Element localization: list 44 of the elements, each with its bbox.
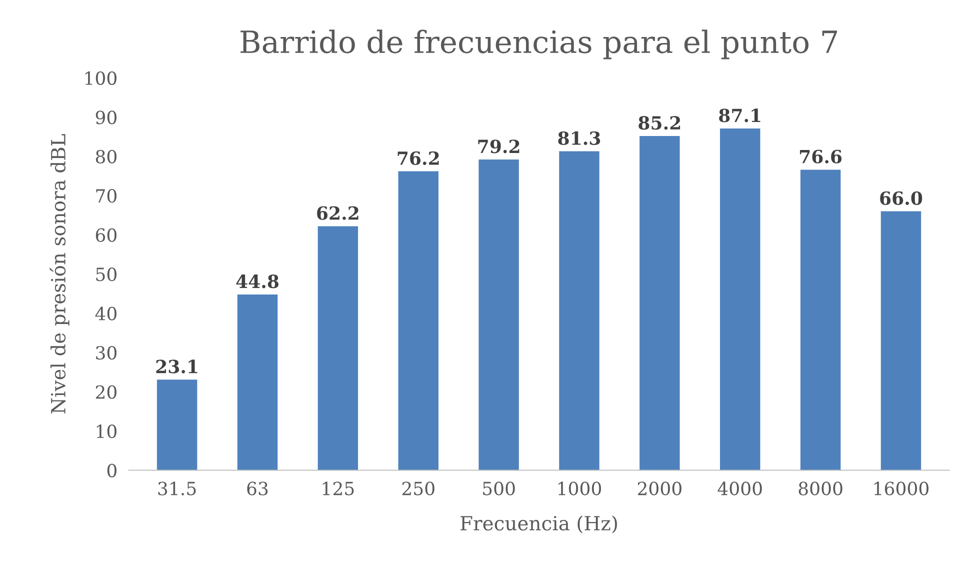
y-tick-label: 40 — [95, 306, 116, 320]
data-label: 23.1 — [156, 360, 198, 374]
chart-title: Barrido de frecuencias para el punto 7 — [240, 30, 837, 60]
data-label: 87.1 — [719, 108, 760, 122]
x-tick-label: 31.5 — [158, 482, 196, 496]
bar — [237, 294, 278, 470]
bar — [640, 136, 680, 470]
data-label: 85.2 — [638, 116, 680, 130]
data-label: 66.0 — [880, 191, 922, 206]
y-tick-label: 60 — [96, 228, 116, 242]
data-label: 79.2 — [478, 140, 520, 154]
data-label: 76.6 — [800, 150, 842, 164]
data-label: 62.2 — [317, 206, 358, 220]
data-label: 44.8 — [236, 274, 279, 288]
y-tick-label: 30 — [96, 346, 116, 360]
y-tick-label: 70 — [96, 189, 116, 203]
bar — [398, 171, 438, 470]
y-tick-label: 80 — [96, 150, 116, 164]
x-tick-label: 8000 — [798, 482, 842, 496]
x-tick-label: 125 — [322, 482, 354, 496]
data-label: 76.2 — [398, 151, 439, 165]
bar — [156, 380, 198, 470]
data-label: 81.3 — [558, 131, 600, 145]
y-axis-title: Nivel de presión sonora dBL — [50, 134, 70, 414]
x-tick-label: 500 — [483, 482, 515, 496]
x-tick-label: 250 — [402, 482, 434, 496]
bar — [720, 128, 760, 470]
x-tick-label: 2000 — [638, 482, 682, 496]
y-tick-label: 20 — [96, 385, 116, 399]
bar — [800, 170, 841, 470]
x-tick-label: 4000 — [718, 482, 762, 496]
y-tick-label: 10 — [96, 424, 116, 438]
y-tick-label: 100 — [85, 71, 116, 86]
y-tick-label: 50 — [96, 268, 116, 282]
bar — [880, 211, 922, 470]
bar — [559, 151, 600, 470]
bar — [478, 160, 519, 470]
bar — [318, 226, 358, 470]
x-tick-label: 63 — [247, 482, 268, 496]
y-tick-label: 0 — [107, 464, 116, 478]
x-tick-label: 1000 — [558, 482, 602, 496]
y-tick-label: 90 — [96, 110, 116, 124]
x-tick-label: 16000 — [874, 482, 928, 496]
x-axis-title: Frecuencia (Hz) — [460, 516, 617, 534]
